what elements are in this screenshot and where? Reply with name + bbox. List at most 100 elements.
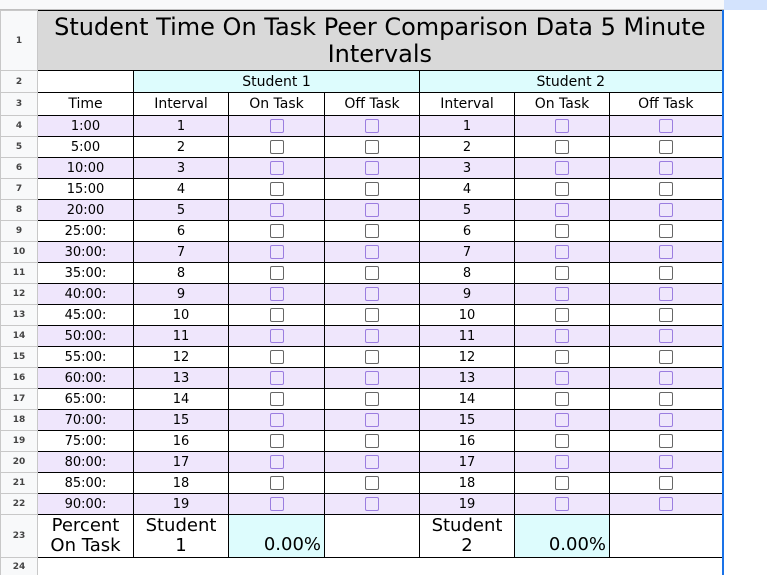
checkbox[interactable]	[658, 140, 673, 154]
interval-cell: 2	[419, 136, 515, 158]
checkbox[interactable]	[555, 203, 569, 217]
checkbox[interactable]	[658, 476, 673, 490]
checkbox[interactable]	[365, 161, 379, 175]
checkbox[interactable]	[365, 455, 379, 469]
off-task-cell	[324, 199, 420, 221]
checkbox[interactable]	[269, 203, 284, 217]
checkbox[interactable]	[269, 140, 284, 154]
on-task-cell	[514, 367, 610, 389]
checkbox[interactable]	[555, 329, 569, 343]
checkbox[interactable]	[658, 350, 673, 364]
checkbox[interactable]	[555, 392, 569, 406]
checkbox[interactable]	[269, 287, 284, 301]
on-task-cell	[228, 241, 325, 263]
row-number: 11	[0, 262, 38, 284]
checkbox[interactable]	[269, 434, 284, 448]
checkbox[interactable]	[365, 350, 379, 364]
checkbox[interactable]	[269, 497, 284, 511]
column-header-strip	[0, 0, 767, 10]
checkbox[interactable]	[365, 434, 379, 448]
checkbox[interactable]	[658, 287, 673, 301]
checkbox[interactable]	[555, 266, 569, 280]
checkbox[interactable]	[555, 455, 569, 469]
checkbox[interactable]	[658, 245, 673, 259]
checkbox[interactable]	[555, 287, 569, 301]
checkbox[interactable]	[365, 245, 379, 259]
checkbox[interactable]	[269, 266, 284, 280]
checkbox[interactable]	[269, 392, 284, 406]
checkbox[interactable]	[555, 119, 569, 133]
checkbox[interactable]	[365, 476, 379, 490]
checkbox[interactable]	[269, 161, 284, 175]
row-number: 13	[0, 304, 38, 326]
on-task-cell	[228, 346, 325, 368]
selection	[724, 0, 767, 10]
checkbox[interactable]	[269, 245, 284, 259]
checkbox[interactable]	[365, 140, 379, 154]
checkbox[interactable]	[365, 203, 379, 217]
checkbox[interactable]	[555, 350, 569, 364]
checkbox[interactable]	[555, 413, 569, 427]
checkbox[interactable]	[269, 308, 284, 322]
checkbox[interactable]	[269, 371, 284, 385]
interval-cell: 8	[133, 262, 229, 284]
interval-cell: 16	[419, 430, 515, 452]
checkbox[interactable]	[365, 224, 379, 238]
checkbox[interactable]	[658, 119, 673, 133]
checkbox[interactable]	[365, 182, 379, 196]
checkbox[interactable]	[269, 350, 284, 364]
checkbox[interactable]	[555, 497, 569, 511]
time-cell: 80:00:	[37, 451, 134, 473]
checkbox[interactable]	[658, 161, 673, 175]
time-cell: 20:00	[37, 199, 134, 221]
off-task-cell	[608, 493, 724, 515]
interval-cell: 4	[419, 178, 515, 200]
checkbox[interactable]	[365, 308, 379, 322]
checkbox[interactable]	[365, 413, 379, 427]
interval-cell: 15	[133, 409, 229, 431]
student-name: Student 2	[419, 514, 515, 558]
checkbox[interactable]	[269, 413, 284, 427]
checkbox[interactable]	[658, 224, 673, 238]
checkbox[interactable]	[269, 224, 284, 238]
checkbox[interactable]	[555, 245, 569, 259]
checkbox[interactable]	[658, 329, 673, 343]
checkbox[interactable]	[658, 266, 673, 280]
checkbox[interactable]	[658, 371, 673, 385]
checkbox[interactable]	[365, 497, 379, 511]
checkbox[interactable]	[658, 203, 673, 217]
checkbox[interactable]	[555, 476, 569, 490]
checkbox[interactable]	[365, 329, 379, 343]
checkbox[interactable]	[555, 434, 569, 448]
checkbox[interactable]	[658, 497, 673, 511]
checkbox[interactable]	[269, 182, 284, 196]
checkbox[interactable]	[365, 392, 379, 406]
checkbox[interactable]	[555, 140, 569, 154]
checkbox[interactable]	[269, 329, 284, 343]
checkbox[interactable]	[365, 119, 379, 133]
off-task-cell	[608, 472, 724, 494]
time-cell: 5:00	[37, 136, 134, 158]
checkbox[interactable]	[269, 119, 284, 133]
checkbox[interactable]	[555, 371, 569, 385]
checkbox[interactable]	[365, 266, 379, 280]
time-cell: 90:00:	[37, 493, 134, 515]
checkbox[interactable]	[658, 308, 673, 322]
checkbox[interactable]	[658, 182, 673, 196]
checkbox[interactable]	[658, 455, 673, 469]
checkbox[interactable]	[269, 455, 284, 469]
off-task-cell	[608, 430, 724, 452]
checkbox[interactable]	[555, 224, 569, 238]
checkbox[interactable]	[365, 287, 379, 301]
checkbox[interactable]	[365, 371, 379, 385]
checkbox[interactable]	[658, 413, 673, 427]
interval-cell: 1	[419, 115, 515, 137]
checkbox[interactable]	[555, 161, 569, 175]
interval-cell: 10	[419, 304, 515, 326]
checkbox[interactable]	[269, 476, 284, 490]
checkbox[interactable]	[555, 308, 569, 322]
checkbox[interactable]	[555, 182, 569, 196]
checkbox[interactable]	[658, 392, 673, 406]
checkbox[interactable]	[658, 434, 673, 448]
interval-cell: 11	[133, 325, 229, 347]
